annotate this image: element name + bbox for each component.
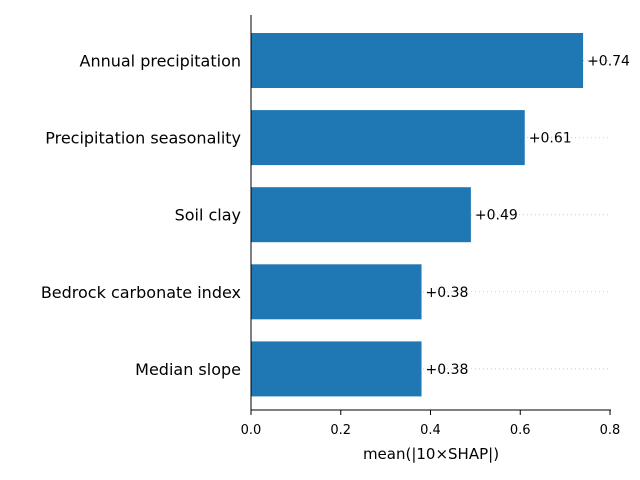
bars-group [251,33,584,397]
y-tick-labels-group: Annual precipitation Precipitation season… [41,52,241,379]
y-tick-label: Precipitation seasonality [45,129,241,148]
bar [251,110,525,166]
y-tick-label: Median slope [135,360,241,379]
data-label: +0.74 [587,54,630,70]
x-tick-label: 0.0 [241,423,262,438]
x-tick-label: 0.2 [330,423,351,438]
bar [251,264,422,320]
x-tick-label: 0.6 [510,423,531,438]
data-label: +0.61 [529,131,572,147]
data-label: +0.38 [426,285,469,301]
bar [251,33,584,88]
data-labels-group: +0.74 +0.61 +0.49 +0.38 +0.38 [426,54,631,378]
x-ticks-group: 0.0 0.2 0.4 0.6 0.8 [241,410,621,438]
x-tick-label: 0.4 [420,423,441,438]
y-tick-label: Soil clay [175,206,241,225]
x-tick-label: 0.8 [600,423,621,438]
x-axis-label: mean(|10×SHAP|) [363,445,499,463]
data-label: +0.49 [475,208,518,224]
data-label: +0.38 [426,362,469,378]
bar [251,341,422,397]
y-tick-label: Annual precipitation [80,52,242,71]
y-tick-label: Bedrock carbonate index [41,283,241,302]
bar [251,187,471,243]
